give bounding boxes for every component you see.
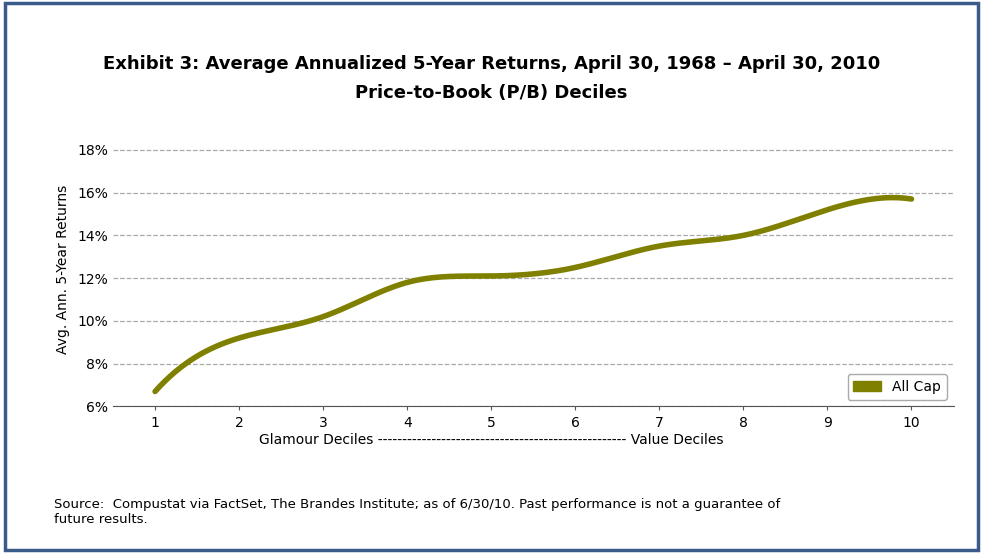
Text: Exhibit 3: Average Annualized 5-Year Returns, April 30, 1968 – April 30, 2010: Exhibit 3: Average Annualized 5-Year Ret… bbox=[103, 55, 880, 72]
Text: Glamour Deciles --------------------------------------------------- Value Decile: Glamour Deciles ------------------------… bbox=[260, 432, 723, 447]
Text: Price-to-Book (P/B) Deciles: Price-to-Book (P/B) Deciles bbox=[355, 84, 628, 102]
Text: Source:  Compustat via FactSet, The Brandes Institute; as of 6/30/10. Past perfo: Source: Compustat via FactSet, The Brand… bbox=[54, 498, 781, 526]
Legend: All Cap: All Cap bbox=[847, 374, 947, 399]
Y-axis label: Avg. Ann. 5-Year Returns: Avg. Ann. 5-Year Returns bbox=[56, 185, 71, 354]
